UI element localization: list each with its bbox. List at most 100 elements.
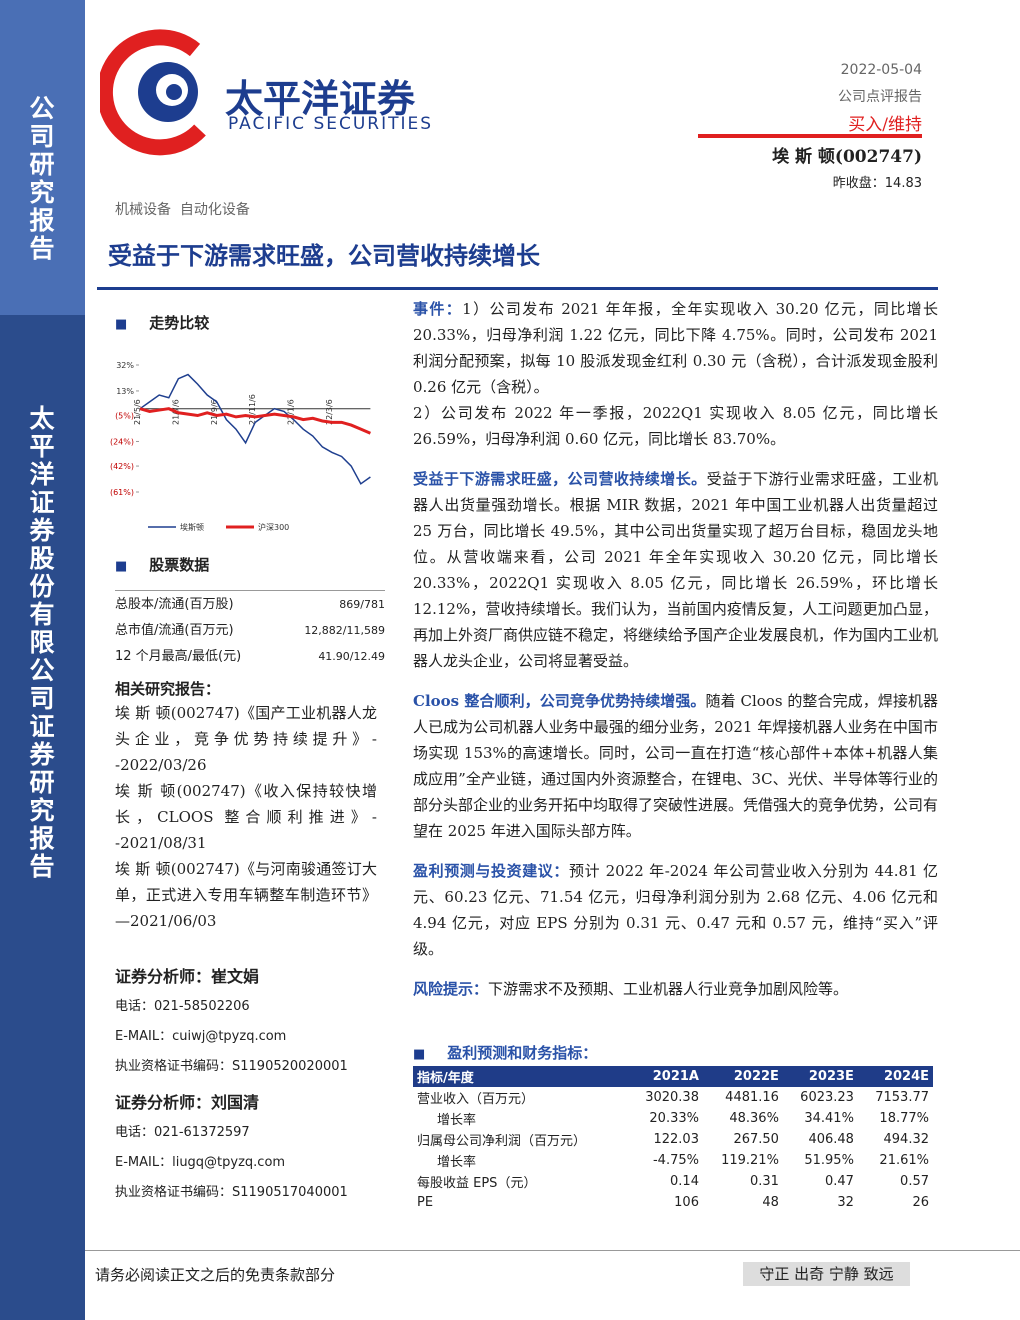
body: 事件：1）公司发布 2021 年年报，全年实现收入 30.20 亿元，同比增长 … <box>413 296 938 1016</box>
table-row: 归属母公司净利润（百万元） 122.03 267.50 406.48 494.32 <box>413 1129 933 1150</box>
series-line <box>139 373 371 485</box>
paragraph: 2）公司发布 2022 年一季报，2022Q1 实现收入 8.05 亿元，同比增… <box>413 400 938 452</box>
table-cell: 32 <box>837 1195 854 1210</box>
y-tick-label: (24%) <box>110 437 134 446</box>
table-cell: 营业收入（百万元） <box>417 1092 535 1107</box>
paragraph: 事件：1）公司发布 2021 年年报，全年实现收入 30.20 亿元，同比增长 … <box>413 296 938 400</box>
legend-label: 埃斯顿 <box>180 522 204 532</box>
logo-en: PACIFIC SECURITIES <box>228 114 434 134</box>
table-cell: 增长率 <box>437 1155 477 1170</box>
table-cell: 494.32 <box>883 1132 930 1147</box>
table-cell: 每股收益 EPS（元） <box>417 1176 537 1191</box>
series-line <box>139 407 371 435</box>
stock-value: 41.90/12.49 <box>318 650 385 663</box>
paragraph-lead: 受益于下游需求旺盛，公司营收持续增长。 <box>413 470 707 488</box>
analyst-email: E-MAIL：cuiwj@tpyzq.com <box>115 1029 287 1044</box>
title-rule <box>97 287 938 290</box>
analyst-phone: 电话：021-61372597 <box>115 1125 250 1140</box>
table-row: PE 106 48 32 26 <box>413 1192 933 1213</box>
table-cell: 21.61% <box>879 1153 929 1168</box>
stock-value: 12,882/11,589 <box>304 624 385 637</box>
title: 受益于下游需求旺盛，公司营收持续增长 <box>108 241 540 270</box>
table-cell: 归属母公司净利润（百万元） <box>417 1134 587 1149</box>
paragraph-text: 随着 Cloos 的整合完成，焊接机器人已成为公司机器人业务中最强的细分业务，2… <box>413 692 939 840</box>
x-tick-label: 21/9/6 <box>210 399 219 425</box>
footer-rule <box>85 1250 1020 1251</box>
logo-mark <box>100 29 206 156</box>
x-tick-label: 22/3/6 <box>325 399 334 425</box>
x-tick-label: 21/5/6 <box>133 399 142 425</box>
table-cell: -4.75% <box>652 1153 699 1168</box>
header-cell: 指标/年度 <box>413 1066 628 1087</box>
report-type: 公司点评报告 <box>838 89 922 105</box>
stock-row: 总股本/流通(百万股) 869/781 <box>115 593 385 617</box>
table-cell: 0.14 <box>670 1174 699 1189</box>
analyst-license: 执业资格证书编码：S1190520020001 <box>115 1059 348 1074</box>
analyst-title: 证券分析师：崔文娟 <box>115 967 260 986</box>
paragraph: 受益于下游需求旺盛，公司营收持续增长。受益于下游行业需求旺盛，工业机器人出货量强… <box>413 466 938 674</box>
rating: 买入/维持 <box>848 115 922 135</box>
sidebar-bottom <box>0 315 85 1320</box>
forecast-table: 指标/年度 2021A 2022E 2023E 2024E 营业收入（百万元） 3020.3… <box>413 1066 933 1213</box>
related-list: 埃 斯 顿(002747)《国产工业机器人龙头企业，竞争优势持续提升》--202… <box>115 700 377 934</box>
paragraph: Cloos 整合顺利，公司竞争优势持续增强。随着 Cloos 的整合完成，焊接机… <box>413 688 938 844</box>
analyst-phone: 电话：021-58502206 <box>115 999 250 1014</box>
paragraph-lead: 盈利预测与投资建议： <box>413 862 569 880</box>
table-cell: 48.36% <box>729 1111 779 1126</box>
related-item: 埃 斯 顿(002747)《与河南骏通签订大单，正式进入专用车辆整车制造环节》—… <box>115 860 377 930</box>
header-cell: 2021A <box>627 1066 703 1087</box>
table-cell: 增长率 <box>437 1113 477 1128</box>
table-cell: 20.33% <box>649 1111 699 1126</box>
analysts: 证券分析师：崔文娟电话：021-58502206 E-MAIL：cuiwj@tpy… <box>115 962 395 1214</box>
header-cell: 2022E <box>702 1066 783 1087</box>
stock-data-title: 股票数据 <box>115 554 209 575</box>
sidebar-top-text: 公司研究报告 <box>29 94 55 263</box>
industry: 机械设备 自动化设备 <box>115 202 250 218</box>
stock-table: 总股本/流通(百万股) 869/781 总市值/流通(百万元) 12,882/11,5… <box>115 590 385 669</box>
paragraph-lead: 风险提示： <box>413 980 489 998</box>
paragraph-text: 受益于下游行业需求旺盛，工业机器人出货量强劲增长。根据 MIR 数据，2021 … <box>413 470 939 670</box>
related-item: 埃 斯 顿(002747)《收入保持较快增长，CLOOS 整合顺利推进》--20… <box>115 782 377 852</box>
table-cell: 119.21% <box>721 1153 779 1168</box>
table-cell: 18.77% <box>879 1111 929 1126</box>
paragraph-text: 预计 2022 年-2024 年公司营业收入分别为 44.81 亿元、60.23… <box>413 862 938 958</box>
forecast-title-text: 盈利预测和财务指标： <box>447 1044 598 1062</box>
y-tick-label: 13% <box>116 387 134 396</box>
date: 2022-05-04 <box>840 62 922 78</box>
related-title: 相关研究报告： <box>115 680 221 698</box>
stock-label: 总市值/流通(百万元) <box>115 623 234 638</box>
close-price: 昨收盘：14.83 <box>832 176 922 191</box>
table-cell: PE <box>417 1195 434 1210</box>
legend-label: 沪深300 <box>258 522 289 532</box>
disclaimer: 请务必阅读正文之后的免责条款部分 <box>95 1266 336 1284</box>
stock-label: 总股本/流通(百万股) <box>115 597 234 612</box>
table-cell: 0.31 <box>749 1174 779 1189</box>
company: 埃 斯 顿(002747) <box>772 147 922 167</box>
analyst-license: 执业资格证书编码：S1190517040001 <box>115 1185 348 1200</box>
x-tick-label: 21/11/6 <box>248 394 257 425</box>
analyst-email: E-MAIL：liugq@tpyzq.com <box>115 1155 286 1170</box>
paragraph: 风险提示：下游需求不及预期、工业机器人行业竞争加剧风险等。 <box>413 976 938 1002</box>
paragraph-text: 2）公司发布 2022 年一季报，2022Q1 实现收入 8.05 亿元，同比增… <box>413 404 938 448</box>
motto: 守正 出奇 宁静 致远 <box>743 1262 910 1286</box>
table-cell: 3020.38 <box>645 1090 699 1105</box>
analyst: 证券分析师：刘国清 电话：021-61372597 E-MAIL：liugq@tpy… <box>115 1088 395 1208</box>
stock-row: 12 个月最高/最低(元) 41.90/12.49 <box>115 645 385 669</box>
table-cell: 4481.16 <box>725 1090 779 1105</box>
paragraph-text: 1）公司发布 2021 年年报，全年实现收入 30.20 亿元，同比增长 20.… <box>413 300 938 396</box>
table-cell: 51.95% <box>804 1153 854 1168</box>
y-tick-label: 32% <box>116 361 134 370</box>
chart-title: 走势比较 <box>115 312 209 333</box>
paragraph-text: 下游需求不及预期、工业机器人行业竞争加剧风险等。 <box>488 980 849 998</box>
y-tick-label: (5%) <box>115 412 134 421</box>
table-cell: 106 <box>674 1195 699 1210</box>
table-row: 每股收益 EPS（元） 0.14 0.31 0.47 0.57 <box>413 1171 933 1192</box>
header-rule <box>698 134 922 138</box>
paragraph: 盈利预测与投资建议：预计 2022 年-2024 年公司营业收入分别为 44.8… <box>413 858 938 962</box>
table-cell: 7153.77 <box>875 1090 929 1105</box>
table-cell: 406.48 <box>808 1132 854 1147</box>
table-cell: 267.50 <box>733 1132 779 1147</box>
y-tick-label: (61%) <box>110 488 134 497</box>
table-header: 指标/年度 2021A 2022E 2023E 2024E <box>413 1066 933 1087</box>
